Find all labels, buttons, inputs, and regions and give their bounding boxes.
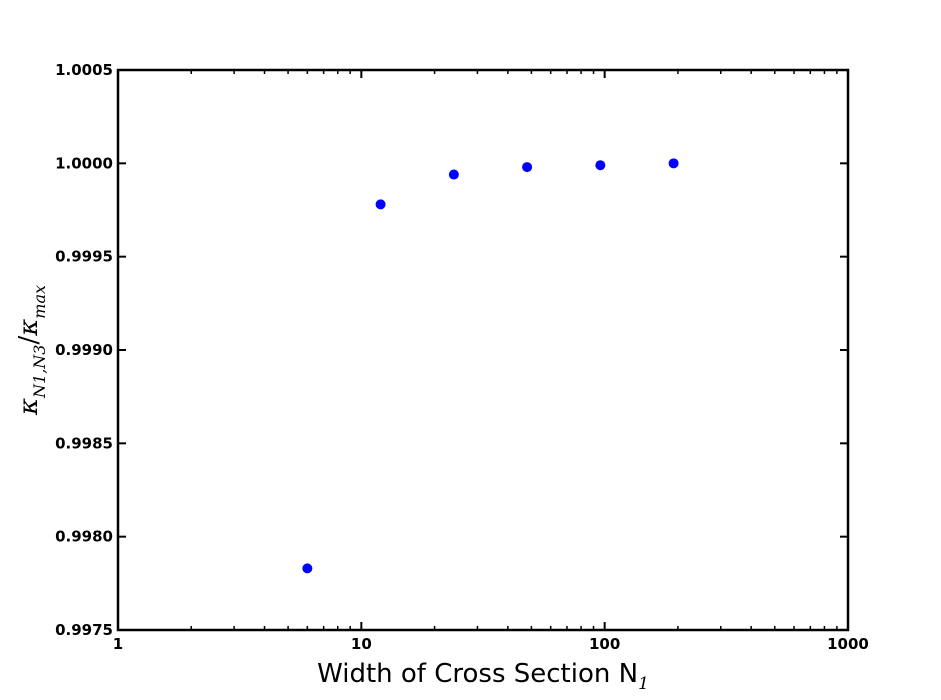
x-axis-label: Width of Cross Section N1 <box>317 659 649 694</box>
x-tick-label: 100 <box>589 635 620 653</box>
y-tick-label: 1.0000 <box>55 154 113 172</box>
data-point <box>595 160 606 171</box>
y-tick-label: 0.9990 <box>55 341 113 359</box>
y-tick-label: 0.9985 <box>55 434 113 452</box>
x-tick-label: 10 <box>351 635 372 653</box>
axis-ticks <box>117 69 849 631</box>
x-tick-label: 1 <box>113 635 123 653</box>
y-tick-label: 1.0005 <box>55 61 113 79</box>
data-point <box>668 158 679 169</box>
plot-frame <box>116 68 850 632</box>
data-point <box>302 563 313 574</box>
data-points <box>302 158 679 574</box>
data-point <box>375 199 386 210</box>
y-tick-label: 0.9995 <box>55 248 113 266</box>
data-point <box>522 162 533 173</box>
axis-tick-labels: 1 10 100 1000 0.9975 0.9980 0.9985 0.9990 0.9995… <box>55 61 869 653</box>
data-point <box>448 169 459 180</box>
y-tick-label: 0.9975 <box>55 621 113 639</box>
y-tick-label: 0.9980 <box>55 528 113 546</box>
y-axis-label: κN1,N3/κmax <box>14 285 49 416</box>
x-tick-label: 1000 <box>827 635 869 653</box>
